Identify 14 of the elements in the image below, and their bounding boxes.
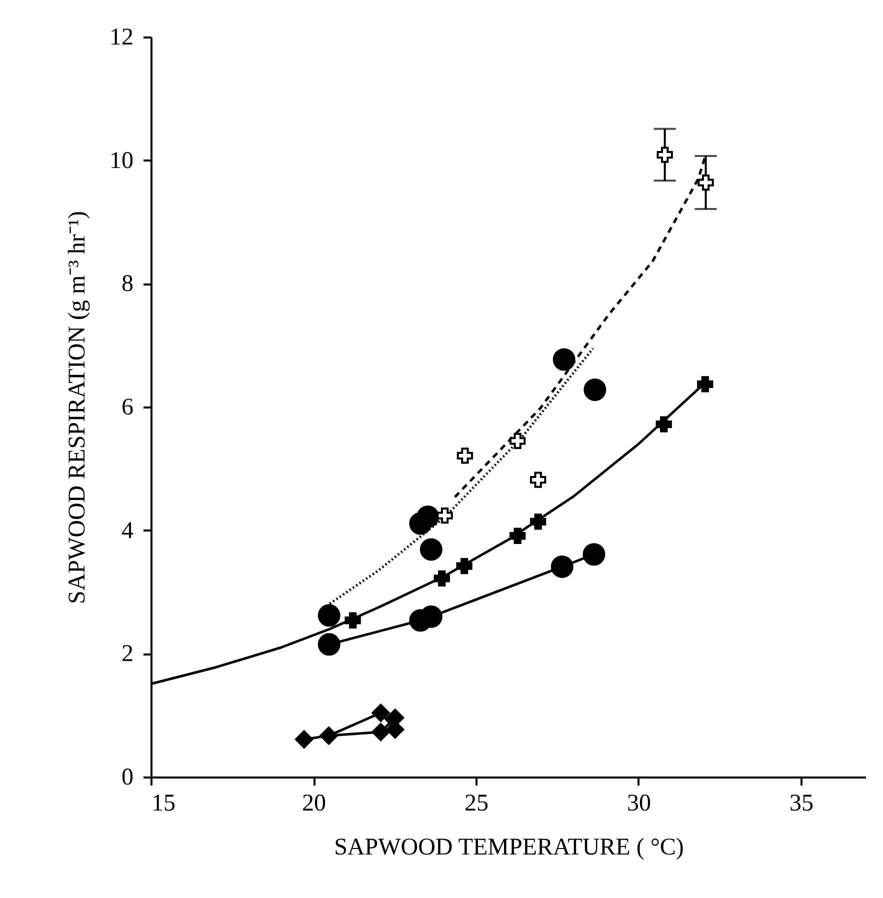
y-tick-label: 0 xyxy=(122,764,134,790)
y-tick-label: 8 xyxy=(122,271,134,298)
x-axis-title: SAPWOOD TEMPERATURE ( °C) xyxy=(334,834,684,860)
y-tick-label: 2 xyxy=(122,641,134,668)
x-tick-label: 20 xyxy=(302,790,326,816)
x-tick-label: 25 xyxy=(464,790,488,816)
y-tick-label: 12 xyxy=(110,24,134,50)
y-tick-label: 4 xyxy=(122,518,134,544)
x-tick-label: 15 xyxy=(152,790,176,816)
x-tick-label: 30 xyxy=(627,790,651,816)
y-tick-label: 10 xyxy=(110,148,134,174)
y-tick-label: 6 xyxy=(122,394,134,420)
y-axis-title: SAPWOOD RESPIRATION (g m⁻³ hr⁻¹) xyxy=(64,210,90,604)
x-tick-label: 35 xyxy=(790,790,814,816)
